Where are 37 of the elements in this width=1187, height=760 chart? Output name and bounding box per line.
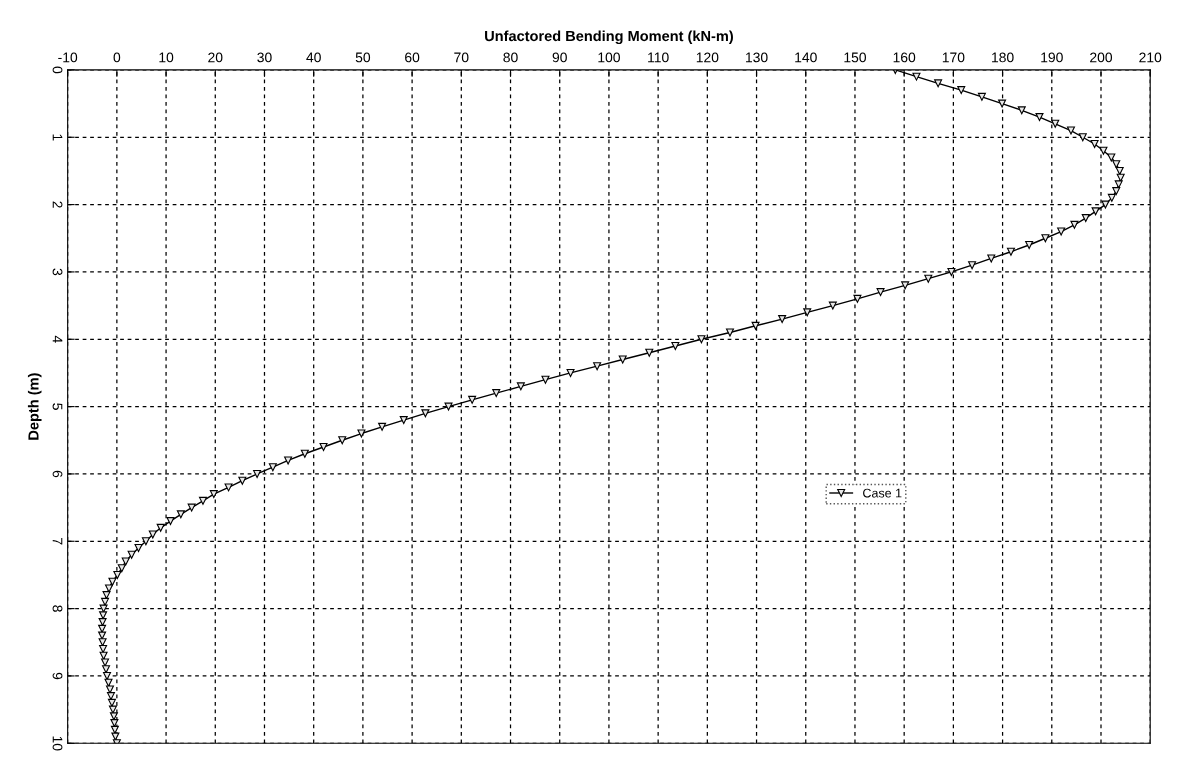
x-tick-label: 140 (795, 52, 817, 63)
x-tick-label: 90 (552, 52, 567, 63)
x-tick-label: 20 (208, 52, 223, 63)
x-axis-title: Unfactored Bending Moment (kN-m) (485, 30, 733, 45)
x-tick-label: 170 (942, 52, 965, 63)
x-tick-label: 190 (1041, 52, 1063, 63)
x-tick-label: 150 (844, 52, 867, 63)
x-tick-label: 50 (355, 52, 371, 63)
x-tick-label: 120 (696, 52, 719, 63)
x-tick-label: 210 (1139, 52, 1162, 63)
x-tick-label: 130 (746, 52, 768, 63)
x-tick-label: 180 (992, 52, 1014, 63)
y-tick-label: 6 (52, 470, 63, 478)
y-tick-label: 1 (52, 134, 63, 141)
x-tick-label: 60 (405, 52, 420, 63)
y-tick-label: 5 (52, 403, 63, 410)
x-tick-label: 80 (503, 52, 518, 63)
x-tick-label: 100 (598, 52, 620, 63)
x-tick-label: 30 (257, 52, 272, 63)
x-tick-label: 10 (159, 52, 174, 63)
legend-label: Case 1 (863, 488, 902, 498)
y-tick-label: 9 (52, 672, 63, 680)
x-tick-label: 70 (454, 52, 469, 63)
y-tick-label: 4 (52, 335, 63, 343)
x-tick-label: 0 (113, 52, 121, 63)
y-axis-title: Depth (m) (27, 373, 42, 440)
y-tick-label: 8 (52, 605, 63, 612)
x-tick-label: -10 (58, 52, 78, 63)
x-tick-label: 200 (1090, 52, 1113, 63)
y-tick-label: 3 (52, 268, 63, 276)
y-tick-label: 7 (52, 538, 63, 545)
y-tick-label: 2 (52, 201, 63, 208)
x-tick-label: 40 (306, 52, 321, 63)
y-tick-label: 10 (52, 736, 63, 751)
x-tick-label: 160 (893, 52, 916, 63)
y-tick-label: 0 (52, 66, 63, 74)
x-tick-label: 110 (648, 52, 669, 63)
